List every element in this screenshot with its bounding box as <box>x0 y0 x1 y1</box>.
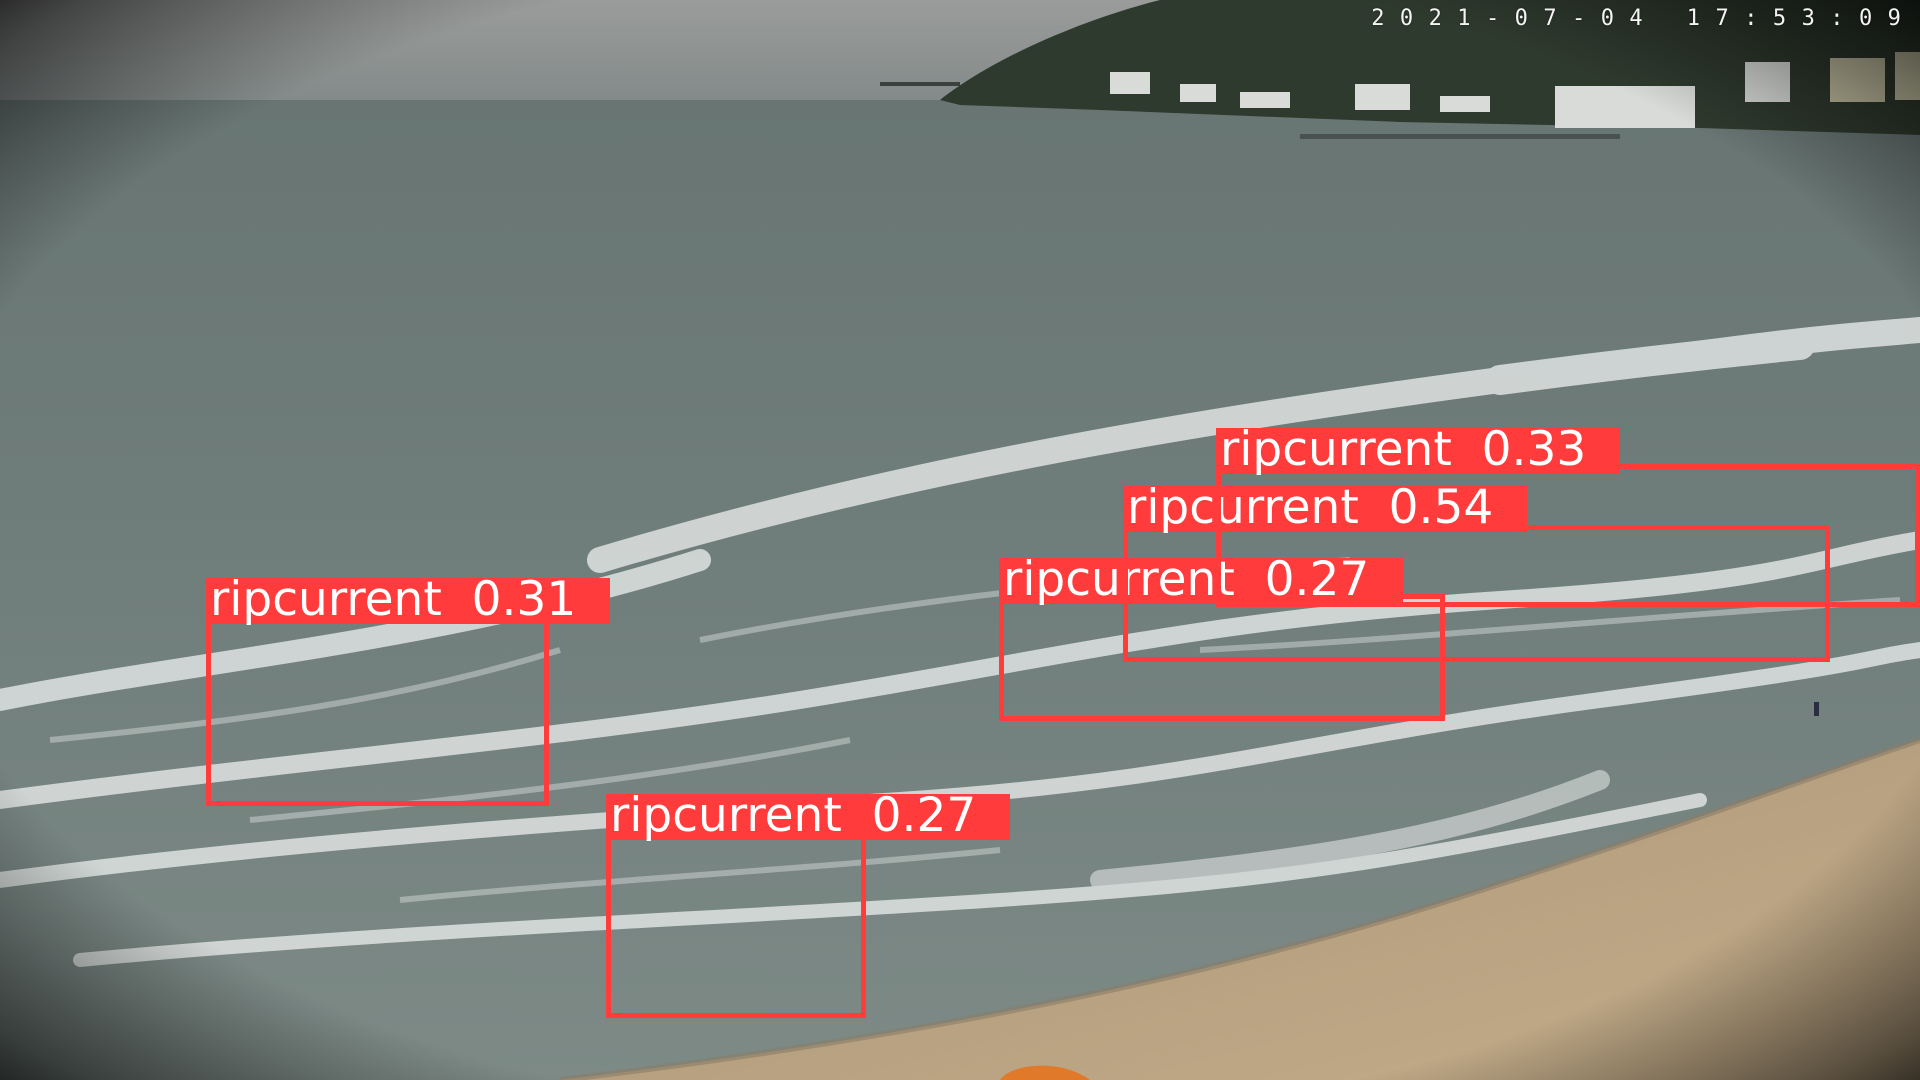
detection-box <box>1216 464 1920 607</box>
detection-box <box>206 612 549 806</box>
detection-label: ripcurrent 0.33 <box>1216 426 1620 474</box>
detection-label: ripcurrent 0.31 <box>206 576 610 624</box>
camera-timestamp: 2 0 2 1 - 0 7 - 0 4 1 7 : 5 3 : 0 9 <box>1371 6 1902 31</box>
detection-label: ripcurrent 0.27 <box>606 792 1010 840</box>
detection-label: ripcurrent 0.27 <box>999 556 1403 604</box>
detection-box <box>606 828 866 1018</box>
detection-label: ripcurrent 0.54 <box>1123 484 1527 532</box>
